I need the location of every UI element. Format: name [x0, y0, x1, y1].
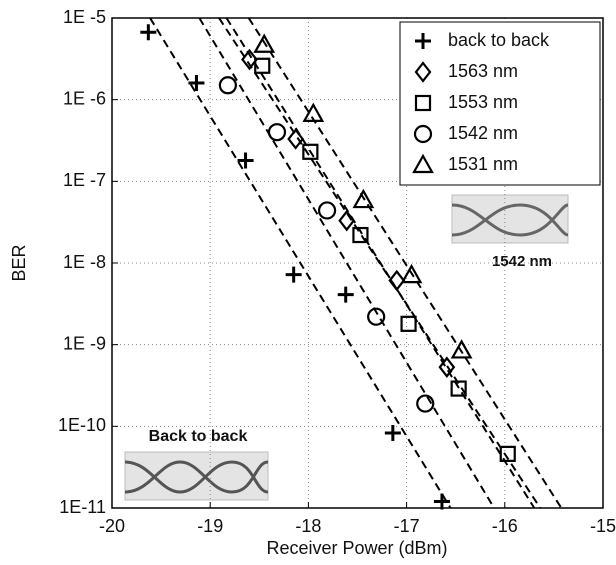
legend-label: back to back [448, 30, 550, 50]
y-tick-label: 1E -5 [63, 7, 106, 27]
x-tick-label: -20 [99, 516, 125, 536]
marker [269, 124, 285, 140]
x-tick-label: -17 [394, 516, 420, 536]
annotation: Back to back [149, 428, 248, 445]
y-axis-label: BER [9, 244, 29, 281]
marker [402, 317, 416, 331]
marker [140, 24, 156, 40]
marker [220, 77, 236, 93]
marker [453, 341, 471, 357]
marker [434, 494, 450, 510]
y-tick-label: 1E -6 [63, 88, 106, 108]
y-tick-label: 1E -8 [63, 252, 106, 272]
y-tick-label: 1E -7 [63, 170, 106, 190]
x-axis-label: Receiver Power (dBm) [266, 538, 447, 558]
marker [286, 267, 302, 283]
y-tick-label: 1E-11 [59, 497, 106, 517]
marker [338, 287, 354, 303]
marker [289, 130, 303, 148]
marker [385, 425, 401, 441]
marker [452, 382, 466, 396]
chart: Receiver Power (dBm) BER 1542 nm Back to… [0, 0, 616, 565]
legend-label: 1531 nm [448, 154, 518, 174]
x-tick-label: -15 [590, 516, 616, 536]
x-tick-label: -18 [295, 516, 321, 536]
x-tick-label: -19 [197, 516, 223, 536]
marker [319, 202, 335, 218]
legend-label: 1542 nm [448, 123, 518, 143]
x-tick-label: -16 [492, 516, 518, 536]
legend-label: 1563 nm [448, 61, 518, 81]
y-tick-label: 1E -9 [63, 333, 106, 353]
legend-label: 1553 nm [448, 92, 518, 112]
y-tick-label: 1E-10 [58, 415, 106, 435]
eye-inset [125, 452, 268, 500]
marker [188, 75, 204, 91]
annotation: 1542 nm [492, 253, 552, 270]
eye-inset [452, 195, 568, 243]
